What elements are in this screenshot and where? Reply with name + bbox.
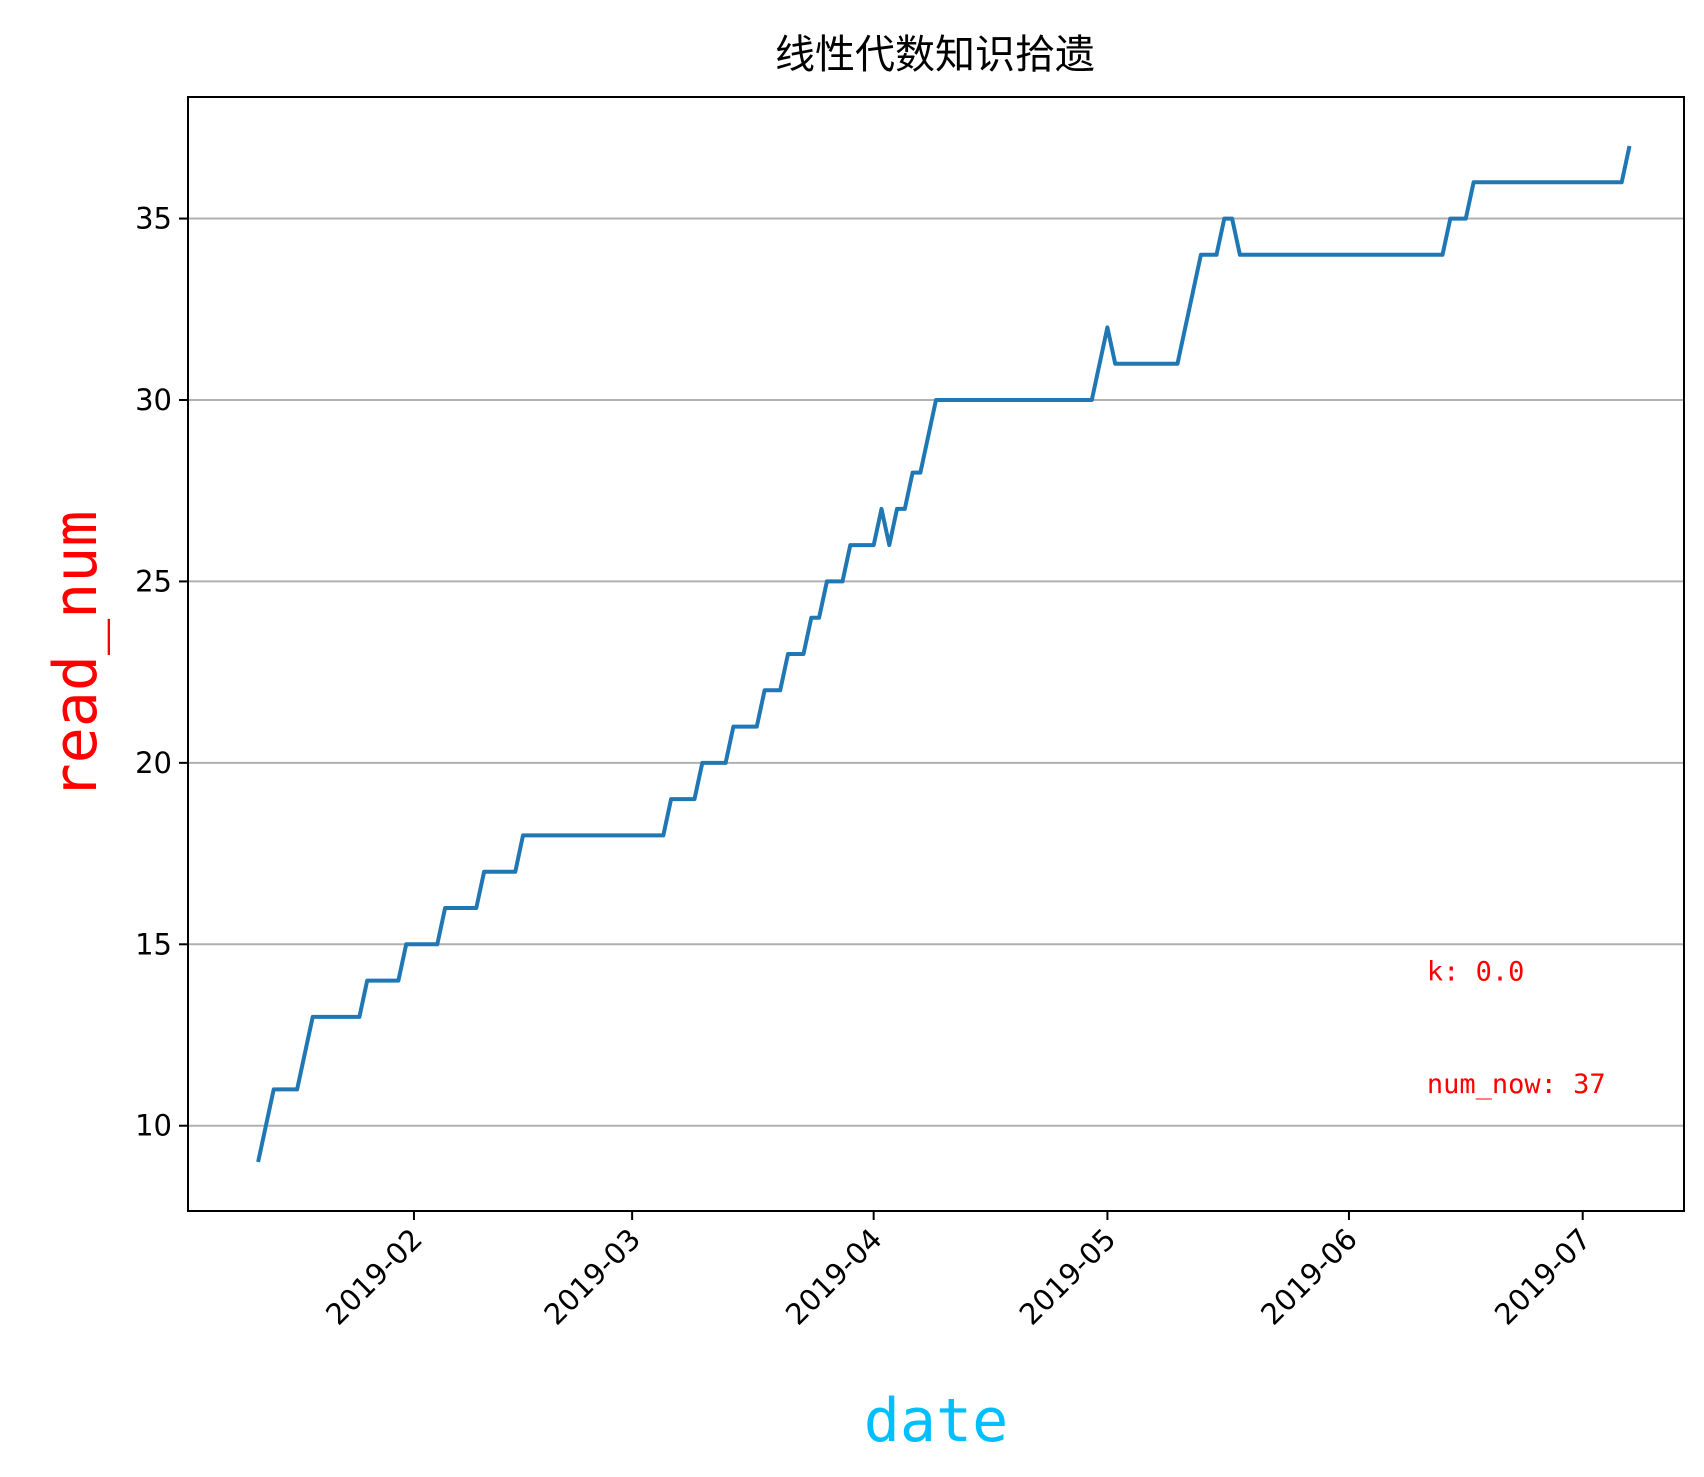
y-tick-label: 30 (135, 383, 172, 417)
plot-frame (187, 96, 1685, 1212)
y-tick-label: 15 (135, 927, 172, 961)
y-tick-label: 25 (135, 564, 172, 598)
annotation-text: num_now: 37 (1427, 1069, 1606, 1100)
y-axis-ticks: 10 15 20 25 30 35 (135, 202, 188, 1143)
series-line (256, 145, 1632, 1163)
y-tick-label: 20 (135, 746, 172, 780)
x-axis-label: date (864, 1386, 1009, 1456)
annotations: k: 0.0 num_now: 37 (1427, 957, 1606, 1100)
series-layer (256, 145, 1632, 1163)
y-axis-label: read_num (41, 511, 111, 800)
chart-title: 线性代数知识拾遗 (775, 32, 1095, 78)
y-tick-label: 35 (135, 202, 172, 236)
annotation-text: k: 0.0 (1427, 957, 1525, 988)
y-tick-label: 10 (135, 1109, 172, 1143)
